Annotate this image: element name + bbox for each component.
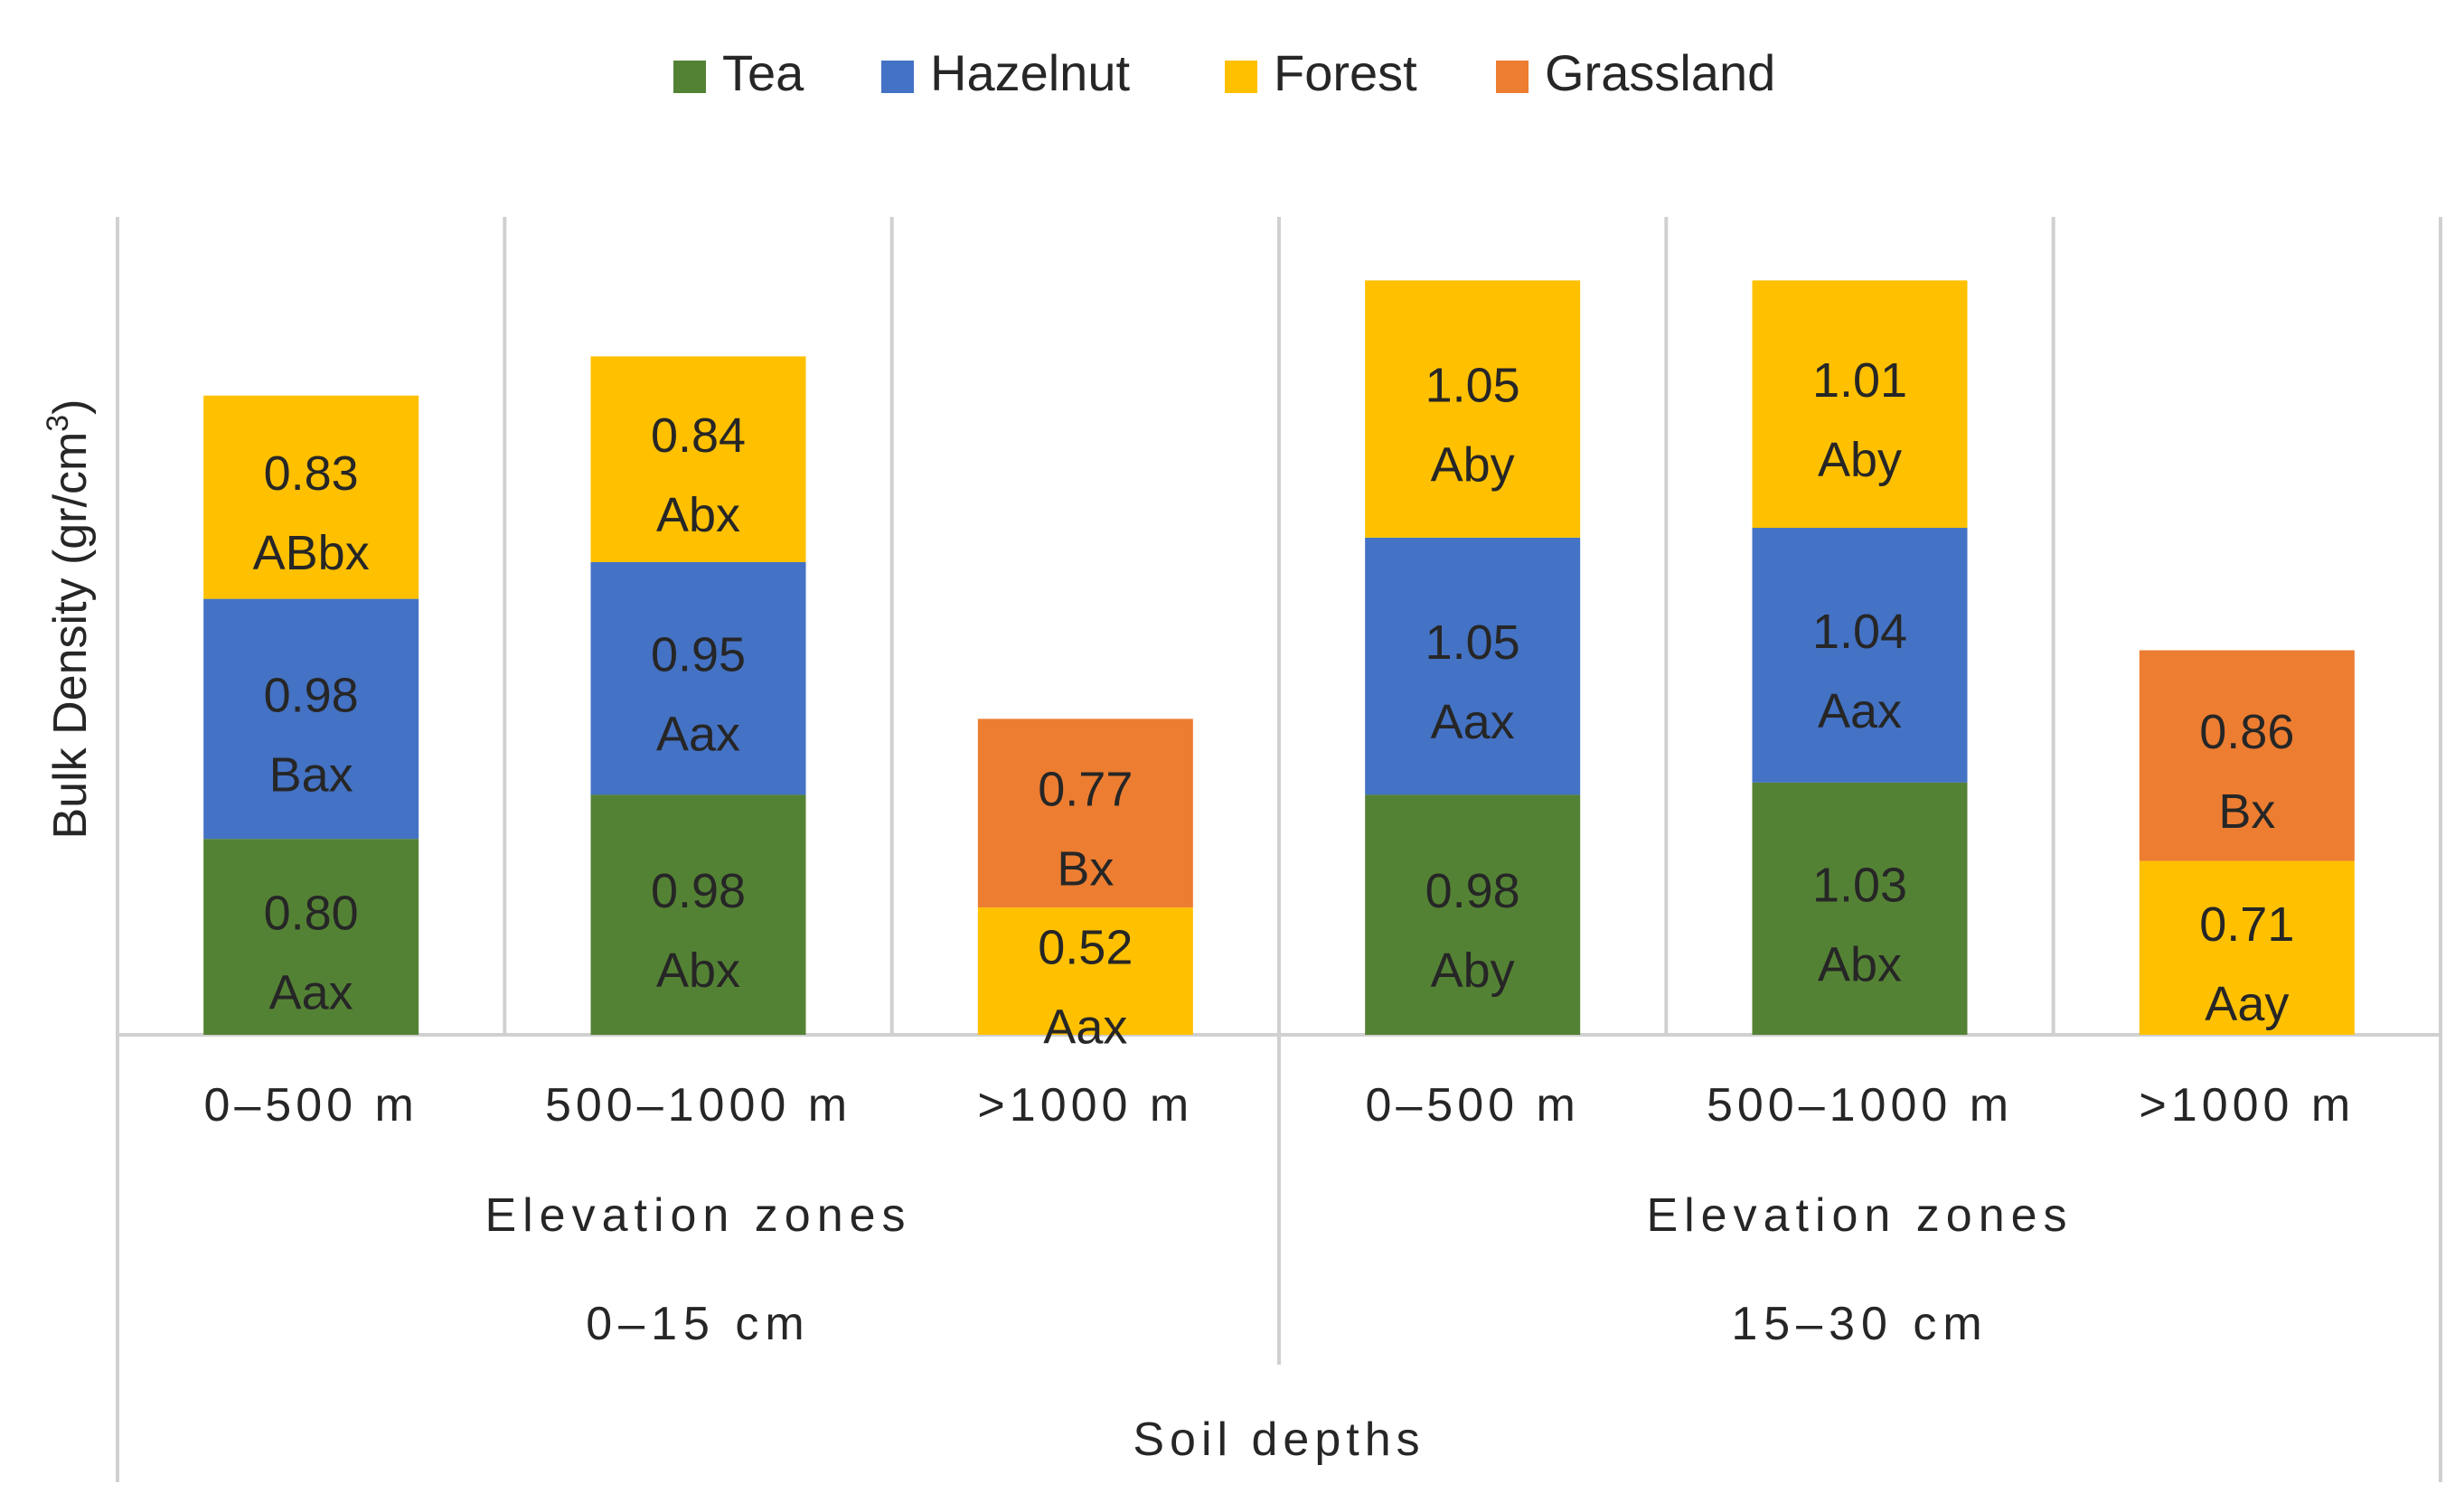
data-label-letters: Bx <box>2218 784 2275 839</box>
legend: Tea Hazelnut Forest Grassland <box>673 44 1775 101</box>
group-sublabel: Elevation zones <box>484 1189 911 1242</box>
bar-stack-15-30-cm-0-500-m: 0.98 Aby 1.05 Aax 1.05 Aby <box>1365 280 1581 1035</box>
legend-swatch-grassland <box>1496 61 1528 93</box>
data-label-letters: Aby <box>1431 944 1515 998</box>
data-label-letters: Aax <box>656 708 740 762</box>
data-label-value: 1.05 <box>1425 359 1520 413</box>
data-label-value: 0.95 <box>651 628 746 682</box>
data-label-value: 0.77 <box>1038 763 1133 817</box>
bar-stack-0-15-cm-500-1000-m: 0.98 Abx 0.95 Aax 0.84 Abx <box>590 356 806 1035</box>
data-label-letters: Aby <box>1431 438 1515 493</box>
data-label-value: 0.86 <box>2199 705 2294 759</box>
bars: 0.80 Aax 0.98 Bax 0.83 ABbx 0.98 Abx 0.95 Aax 0.84… <box>203 280 2355 1055</box>
bar-segment-grassland <box>2139 650 2355 861</box>
data-label-letters: Abx <box>656 944 740 998</box>
legend-label-tea: Tea <box>722 44 804 101</box>
group-sublabel: Elevation zones <box>1646 1189 2073 1242</box>
data-label-value: 1.01 <box>1812 353 1907 408</box>
category-label: >1000 m <box>2139 1079 2355 1132</box>
bar-segment-forest <box>2139 860 2355 1035</box>
data-label-letters: ABbx <box>253 526 370 580</box>
legend-label-hazelnut: Hazelnut <box>930 44 1130 101</box>
category-label: 0–500 m <box>203 1079 418 1132</box>
legend-label-forest: Forest <box>1274 44 1417 101</box>
data-label-value: 0.98 <box>264 668 359 722</box>
data-label-value: 0.84 <box>651 409 746 463</box>
category-label: 500–1000 m <box>545 1079 851 1132</box>
data-label-value: 1.05 <box>1425 615 1520 670</box>
data-label-value: 0.71 <box>2199 897 2294 952</box>
y-axis: Bulk Density (gr/cm3) <box>41 399 97 839</box>
data-label-letters: Aay <box>2205 977 2289 1031</box>
bar-segment-forest <box>1365 280 1581 538</box>
bar-stack-15-30-cm-500-1000-m: 1.03 Abx 1.04 Aax 1.01 Aby <box>1752 280 1968 1035</box>
data-label-value: 1.04 <box>1812 605 1907 659</box>
bar-segment-tea <box>1752 782 1968 1035</box>
data-label-letters: Aax <box>269 966 353 1020</box>
x-axis-labels: 0–500 m 500–1000 m >1000 m Elevation zones 0… <box>203 1079 2355 1350</box>
legend-item-tea: Tea <box>673 44 804 101</box>
legend-item-forest: Forest <box>1225 44 1417 101</box>
data-label-value: 0.98 <box>1425 864 1520 918</box>
bar-stack-0-15-cm-1000-m: 0.52 Aax 0.77 Bx <box>977 718 1193 1055</box>
data-label-letters: Abx <box>656 488 740 542</box>
data-label-letters: Bax <box>269 747 353 802</box>
category-label: 500–1000 m <box>1707 1079 2013 1132</box>
category-label: 0–500 m <box>1365 1079 1579 1132</box>
bar-segment-tea <box>1365 794 1581 1035</box>
group-label: 15–30 cm <box>1731 1298 1988 1350</box>
data-label-letters: Aax <box>1431 695 1515 749</box>
legend-item-grassland: Grassland <box>1496 44 1775 101</box>
legend-item-hazelnut: Hazelnut <box>881 44 1130 101</box>
category-label: >1000 m <box>977 1079 1193 1132</box>
legend-swatch-hazelnut <box>881 61 914 93</box>
bar-stack-0-15-cm-0-500-m: 0.80 Aax 0.98 Bax 0.83 ABbx <box>203 395 419 1035</box>
bar-segment-hazelnut <box>1365 537 1581 795</box>
y-axis-label: Bulk Density (gr/cm3) <box>41 399 97 839</box>
legend-swatch-tea <box>673 61 706 93</box>
bar-segment-grassland <box>977 718 1193 908</box>
bar-segment-hazelnut <box>1752 528 1968 783</box>
bar-segment-hazelnut <box>590 561 806 795</box>
legend-label-grassland: Grassland <box>1545 44 1775 101</box>
bar-segment-forest <box>203 395 419 599</box>
axis-frame <box>116 217 2442 1482</box>
data-label-value: 0.98 <box>651 864 746 918</box>
data-label-letters: Bx <box>1057 842 1114 897</box>
data-label-letters: Abx <box>1818 937 1902 991</box>
bar-segment-hazelnut <box>203 598 419 840</box>
bar-segment-forest <box>1752 280 1968 529</box>
data-label-letters: Aax <box>1818 684 1902 738</box>
data-label-letters: Aby <box>1818 433 1902 487</box>
bar-stack-15-30-cm-1000-m: 0.71 Aay 0.86 Bx <box>2139 650 2355 1035</box>
legend-swatch-forest <box>1225 61 1257 93</box>
bar-segment-forest <box>977 907 1193 1035</box>
bar-segment-tea <box>203 839 419 1035</box>
data-label-value: 0.83 <box>264 446 359 501</box>
bar-segment-forest <box>590 356 806 562</box>
data-label-letters: Aax <box>1043 1000 1127 1055</box>
group-label: 0–15 cm <box>586 1298 810 1350</box>
data-label-value: 1.03 <box>1812 858 1907 912</box>
bar-segment-tea <box>590 794 806 1035</box>
x-axis-title: Soil depths <box>1133 1413 1425 1466</box>
data-label-value: 0.80 <box>264 887 359 941</box>
data-label-value: 0.52 <box>1038 921 1133 975</box>
